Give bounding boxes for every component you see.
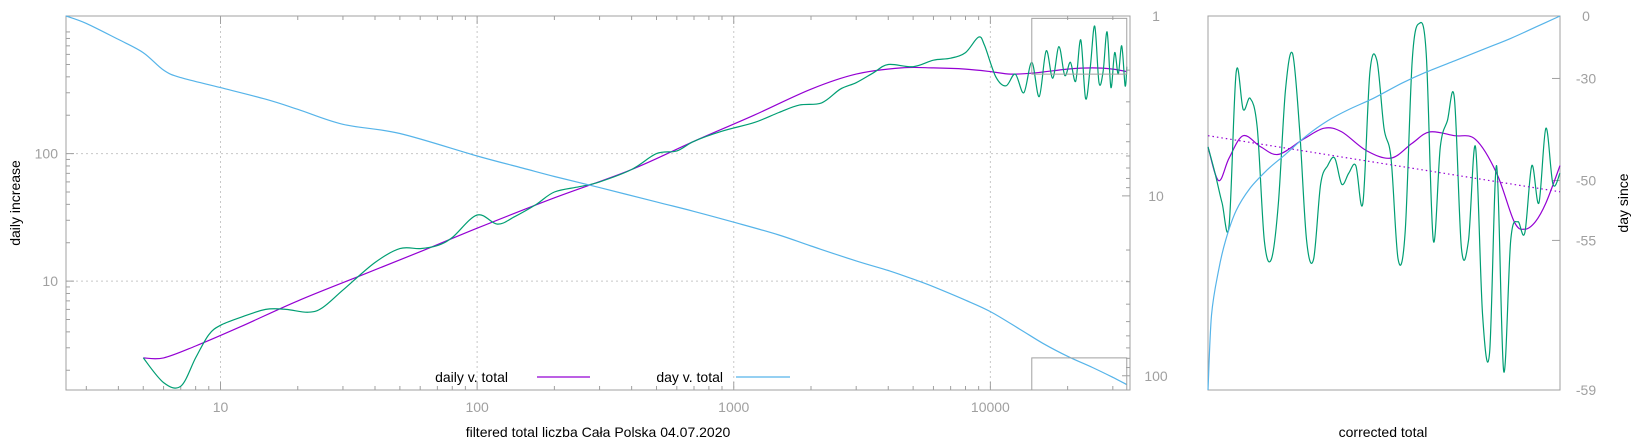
x-tick-label: 100 [465,399,489,415]
series-line-daily-raw [142,25,1128,389]
side-y2-tick-label: -30 [1576,70,1596,86]
side-y2-tick-label: 0 [1582,8,1590,24]
main-inset-boxes [1031,17,1128,391]
legend: daily v. total day v. total [435,369,790,385]
side-y2-tick-label: -59 [1576,382,1596,398]
main-plot-panel: 10 100 1000 10000 10 100 1 10 100 daily increase… [7,8,1168,440]
series-line-day-curve [65,15,1128,386]
inset-box [1031,357,1128,391]
side-series-line-daily-fit-trend [1207,135,1561,193]
side-series-line-daily-raw [1207,21,1561,373]
y-tick-label: 10 [42,273,58,289]
x-tick-label: 10000 [971,399,1010,415]
y2-tick-label: 1 [1152,8,1160,24]
x-tick-label: 10 [213,399,229,415]
side-x-axis-label: corrected total [1339,424,1428,440]
legend-label-day-v-total: day v. total [656,369,723,385]
side-y2-tick-label: -55 [1576,232,1596,248]
y2-tick-label: 100 [1144,368,1168,384]
y2-tick-label: 10 [1148,188,1164,204]
main-grid [66,16,1130,390]
main-x-axis-label: filtered total liczba Cała Polska 04.07.… [466,424,731,440]
x-tick-label: 1000 [718,399,749,415]
series-line-daily-fit [143,66,1127,360]
inset-box [1031,17,1128,75]
side-series [1207,15,1561,391]
y-tick-label: 100 [35,146,59,162]
side-y2-tick-label: -50 [1576,173,1596,189]
main-plot-frame [65,15,1131,391]
main-ticks: 10 100 1000 10000 10 100 1 10 100 [35,8,1168,415]
side-series-line-day-curve [1207,15,1561,391]
side-plot-frame [1207,15,1561,391]
main-series [65,15,1128,389]
legend-label-daily-v-total: daily v. total [435,369,508,385]
side-plot-panel: 0 -30 -50 -55 -59 corrected total day since [1207,8,1631,440]
side-y2-axis-label: day since [1615,173,1631,232]
side-ticks: 0 -30 -50 -55 -59 [1552,8,1596,398]
main-y-axis-label: daily increase [7,160,23,246]
